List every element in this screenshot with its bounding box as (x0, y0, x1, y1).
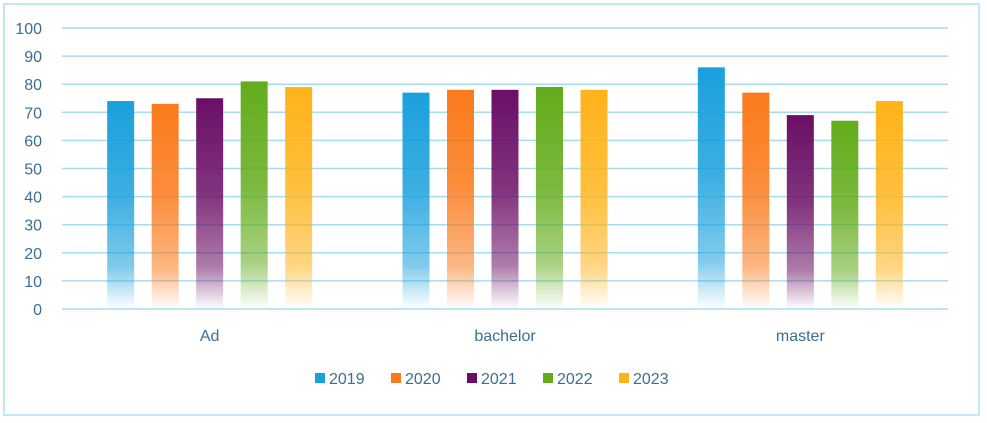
y-tick-label: 100 (15, 21, 42, 38)
bar-2020-bachelor (447, 89, 474, 309)
bar-2023-master (875, 101, 903, 309)
bar-2021-bachelor (491, 89, 519, 309)
legend-label: 2020 (405, 371, 441, 388)
bar-2019-master (697, 67, 725, 309)
y-axis-ticks: 0 10 20 30 40 50 60 70 80 90 100 (15, 21, 42, 319)
bars (107, 67, 903, 310)
bar-2023-Ad (285, 87, 313, 309)
y-tick-label: 50 (24, 162, 42, 179)
bar-2020-master (742, 92, 770, 309)
legend: 2019 2020 2021 2022 2023 (315, 371, 669, 388)
bar-2020-Ad (151, 103, 179, 310)
bar-2021-Ad (196, 98, 224, 309)
y-tick-label: 10 (24, 274, 42, 291)
category-labels: Ad bachelor master (200, 328, 826, 345)
bar-2019-bachelor (402, 92, 430, 309)
y-tick-label: 0 (33, 302, 42, 319)
legend-swatch (619, 373, 629, 383)
legend-label: 2023 (633, 371, 669, 388)
category-label: bachelor (474, 328, 536, 345)
legend-swatch (391, 373, 401, 383)
legend-label: 2022 (557, 371, 593, 388)
legend-label: 2021 (481, 371, 517, 388)
bar-2022-bachelor (536, 87, 563, 309)
category-label: Ad (200, 328, 220, 345)
y-tick-label: 90 (24, 49, 42, 66)
category-label: master (776, 328, 826, 345)
y-tick-label: 30 (24, 218, 42, 235)
bar-2021-master (786, 115, 814, 309)
bar-2019-Ad (107, 101, 135, 309)
y-tick-label: 60 (24, 133, 42, 150)
bar-2022-master (831, 120, 859, 309)
legend-swatch (543, 373, 553, 383)
legend-swatch (315, 373, 325, 383)
bar-2022-Ad (240, 81, 268, 309)
legend-label: 2019 (329, 371, 365, 388)
legend-swatch (467, 373, 477, 383)
y-tick-label: 70 (24, 105, 42, 122)
y-tick-label: 20 (24, 246, 42, 263)
y-tick-label: 80 (24, 77, 42, 94)
bar-2023-bachelor (580, 89, 608, 309)
y-tick-label: 40 (24, 190, 42, 207)
